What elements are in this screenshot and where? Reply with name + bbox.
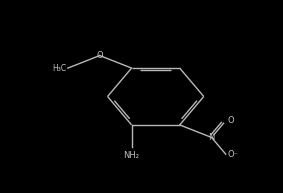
Text: O⁻: O⁻ <box>227 150 238 159</box>
Text: O: O <box>97 51 103 60</box>
Text: NH₂: NH₂ <box>124 151 140 160</box>
Text: N: N <box>208 133 215 142</box>
Text: H₃C: H₃C <box>52 63 67 73</box>
Text: O: O <box>227 116 234 125</box>
